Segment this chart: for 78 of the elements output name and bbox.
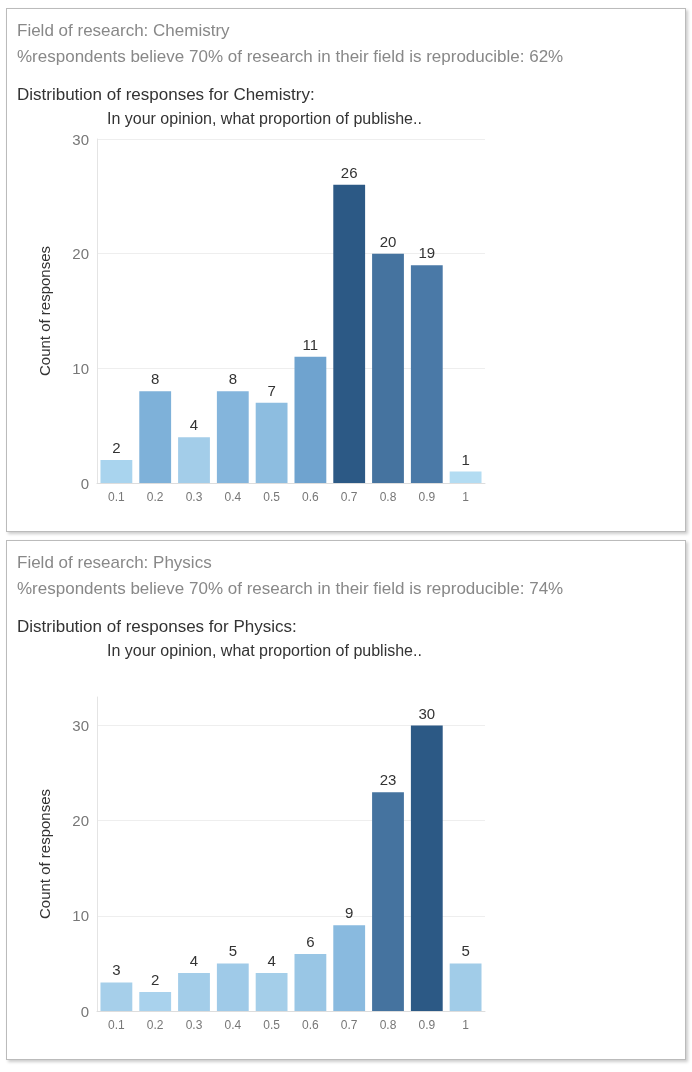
bar bbox=[100, 460, 133, 483]
x-tick-label: 0.3 bbox=[185, 490, 203, 504]
bar bbox=[139, 991, 172, 1011]
x-tick-label: 0.3 bbox=[185, 1018, 203, 1032]
y-tick-label: 0 bbox=[80, 474, 89, 492]
x-tick-label: 0.8 bbox=[379, 490, 397, 504]
text: In your opinion, what proportion of publishe.. bbox=[107, 641, 422, 659]
bar bbox=[449, 471, 482, 483]
bar bbox=[372, 792, 404, 1011]
x-tick-label: 0.1 bbox=[108, 1018, 126, 1032]
x-tick-label: 0.4 bbox=[224, 490, 242, 504]
bar bbox=[333, 925, 366, 1011]
chart-subtitle: %respondents believe 70% of research in their field is reproducible: 74% bbox=[17, 579, 565, 599]
x-tick-label: 0.2 bbox=[146, 490, 164, 504]
bar bbox=[255, 972, 288, 1011]
bar bbox=[410, 265, 443, 483]
data-label: 8 bbox=[151, 370, 160, 388]
data-label: 4 bbox=[267, 951, 276, 969]
x-tick-label: 0.5 bbox=[263, 490, 281, 504]
x-tick-label: 0.7 bbox=[340, 490, 358, 504]
bar bbox=[333, 184, 366, 483]
data-label: 2 bbox=[112, 439, 121, 457]
data-label: 5 bbox=[461, 942, 470, 960]
data-label: 1 bbox=[461, 450, 470, 468]
bar bbox=[216, 391, 249, 483]
text: Distribution of responses for Physics: bbox=[17, 617, 298, 637]
bar bbox=[100, 982, 133, 1011]
y-axis-title: Count of responses bbox=[36, 245, 53, 377]
bar bbox=[178, 437, 210, 483]
chart-title: Field of research: Chemistry bbox=[17, 21, 231, 41]
data-label: 7 bbox=[267, 381, 276, 399]
y-tick-label: 0 bbox=[80, 1002, 89, 1020]
data-label: 2 bbox=[151, 970, 160, 988]
bar bbox=[294, 356, 327, 483]
bar bbox=[139, 391, 172, 483]
x-tick-label: 0.8 bbox=[379, 1018, 397, 1032]
text: In your opinion, what proportion of publishe.. bbox=[107, 109, 422, 127]
x-tick-label: 0.7 bbox=[340, 1018, 358, 1032]
x-tick-label: 1 bbox=[462, 1018, 470, 1032]
y-tick-label: 20 bbox=[72, 245, 89, 263]
data-label: 4 bbox=[189, 416, 199, 434]
x-tick-label: 0.6 bbox=[302, 490, 320, 504]
x-tick-label: 0.4 bbox=[224, 1018, 242, 1032]
y-axis-title: Count of responses bbox=[36, 788, 53, 920]
text: Distribution of responses for Chemistry: bbox=[17, 85, 316, 105]
data-label: 23 bbox=[379, 771, 397, 789]
x-tick-label: 1 bbox=[462, 490, 470, 504]
data-label: 20 bbox=[379, 232, 397, 250]
data-label: 26 bbox=[340, 163, 358, 181]
data-label: 30 bbox=[418, 704, 436, 722]
data-label: 6 bbox=[306, 932, 315, 950]
chart-title: Field of research: Physics bbox=[17, 553, 213, 573]
y-tick-label: 10 bbox=[72, 359, 89, 377]
data-label: 19 bbox=[418, 244, 436, 262]
x-tick-label: 0.6 bbox=[302, 1018, 320, 1032]
bar bbox=[410, 725, 443, 1011]
chart-subtitle: %respondents believe 70% of research in their field is reproducible: 62% bbox=[17, 47, 565, 67]
y-tick-label: 20 bbox=[72, 812, 89, 830]
data-label: 5 bbox=[228, 942, 237, 960]
x-tick-label: 0.2 bbox=[146, 1018, 164, 1032]
bar bbox=[216, 963, 249, 1011]
bar bbox=[178, 972, 210, 1011]
y-tick-label: 30 bbox=[72, 717, 89, 735]
bar bbox=[294, 953, 327, 1011]
x-tick-label: 0.1 bbox=[108, 490, 126, 504]
bar bbox=[449, 963, 482, 1011]
x-tick-label: 0.5 bbox=[263, 1018, 281, 1032]
x-tick-label: 0.9 bbox=[418, 1018, 436, 1032]
x-tick-label: 0.9 bbox=[418, 490, 436, 504]
bar bbox=[372, 253, 404, 483]
data-label: 11 bbox=[302, 335, 319, 353]
bar bbox=[255, 402, 288, 483]
y-tick-label: 10 bbox=[72, 907, 89, 925]
data-label: 9 bbox=[345, 904, 354, 922]
data-label: 3 bbox=[112, 961, 121, 979]
y-tick-label: 30 bbox=[72, 130, 89, 148]
data-label: 8 bbox=[228, 370, 237, 388]
data-label: 4 bbox=[189, 951, 199, 969]
